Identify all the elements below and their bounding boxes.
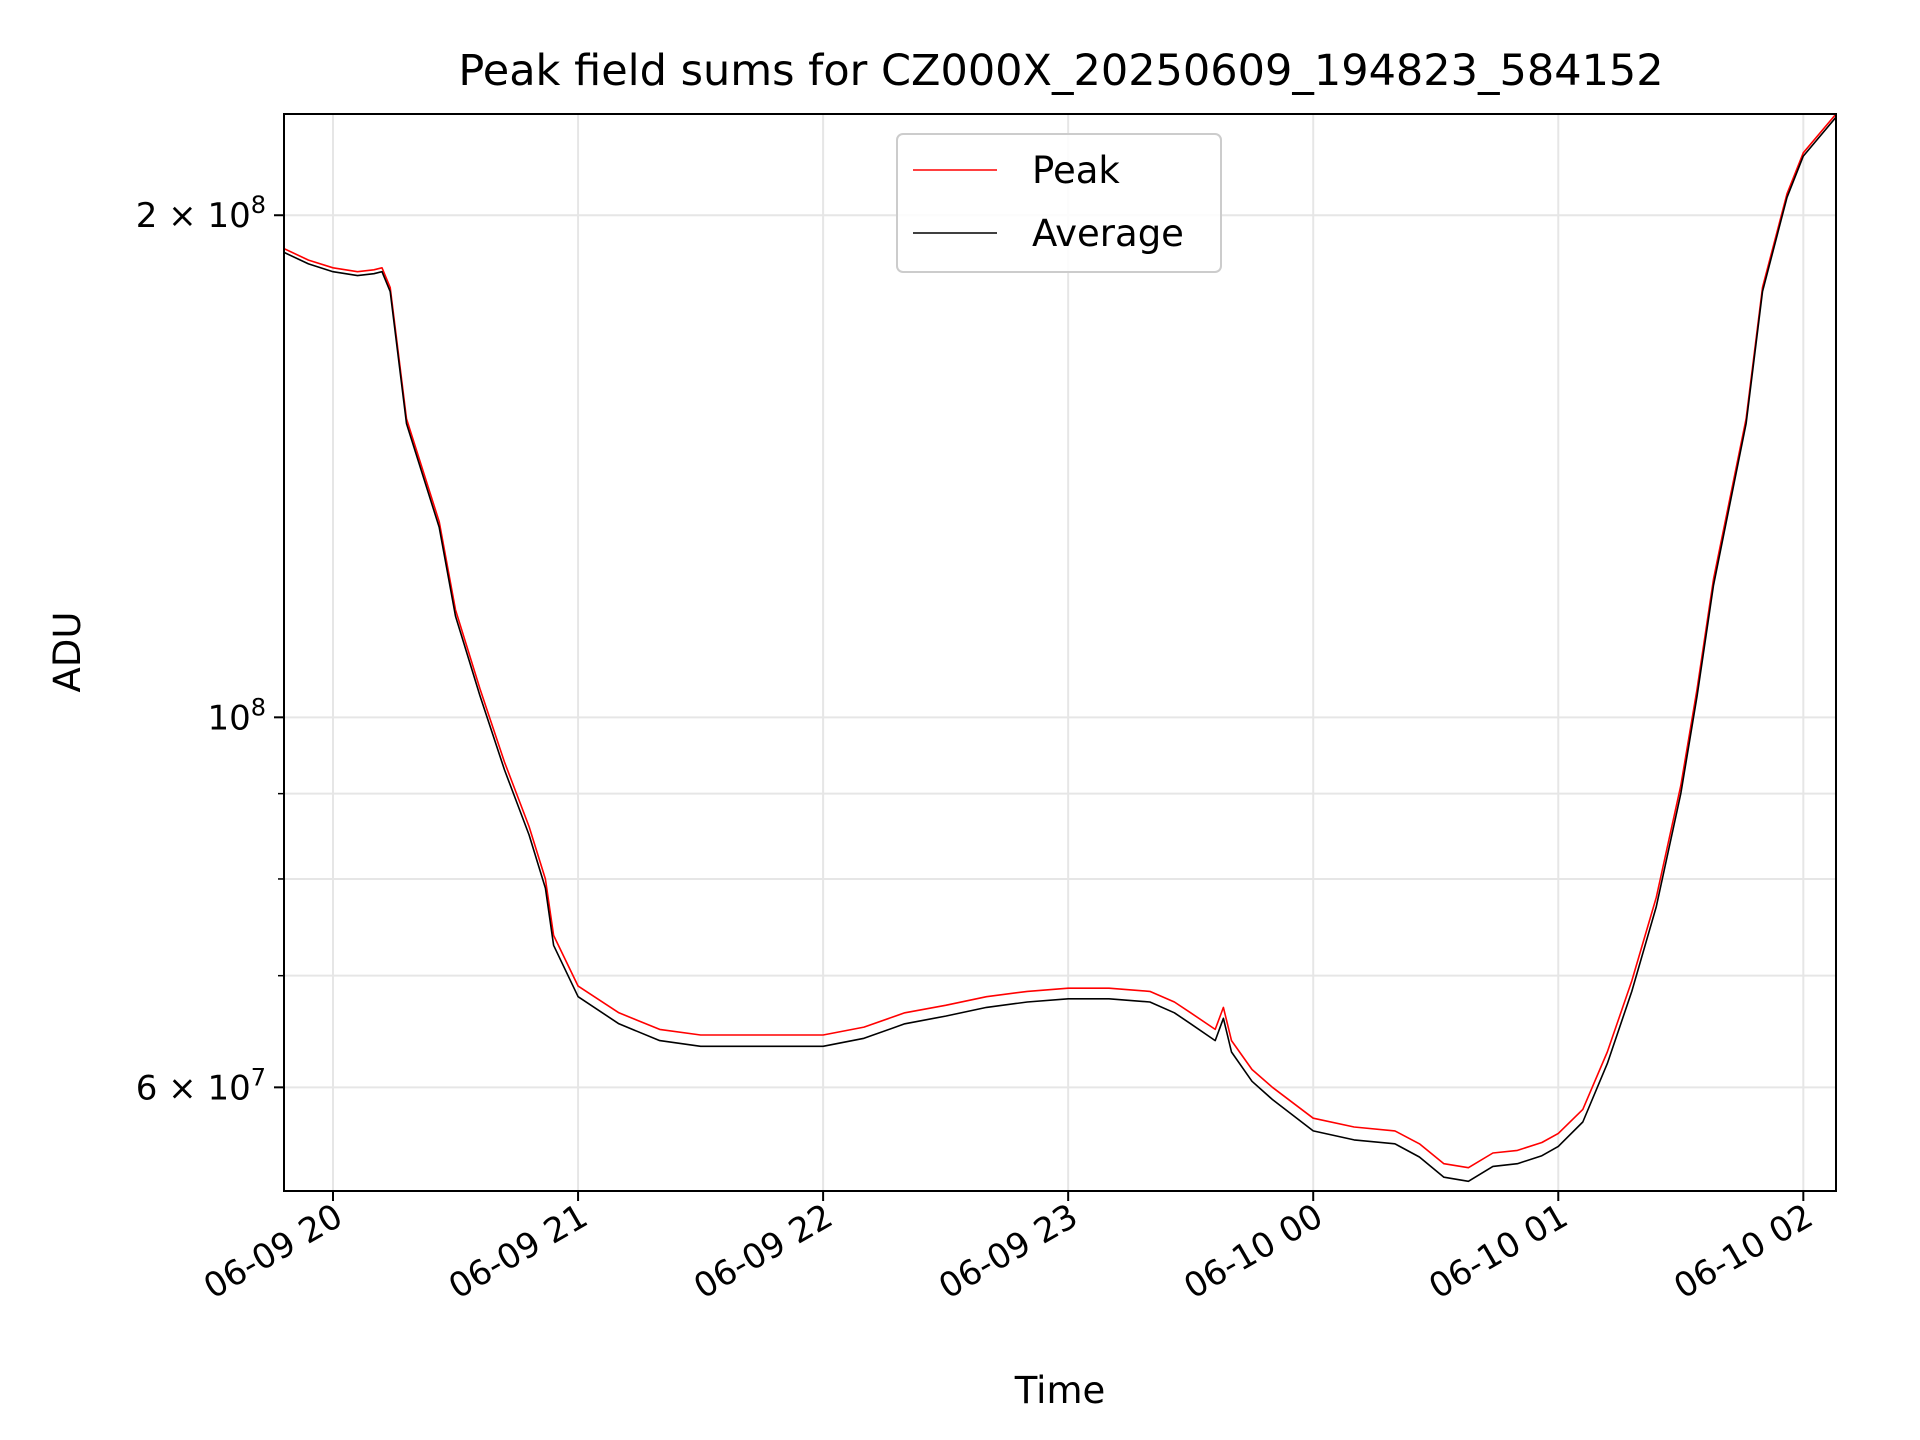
x-axis-label: Time — [1014, 1369, 1106, 1412]
y-axis-label: ADU — [46, 612, 89, 693]
x-tick-label: 06-09 21 — [442, 1196, 594, 1307]
legend-box — [896, 133, 1222, 273]
axis-ticks: 06-09 20 06-09 21 06-09 22 06-09 23 06-10 00… — [136, 191, 1820, 1307]
x-tick-label: 06-10 01 — [1422, 1196, 1574, 1307]
x-tick-label: 06-09 23 — [932, 1196, 1084, 1307]
y-tick-label: 2 × 108 — [136, 191, 266, 236]
x-tick-label: 06-10 02 — [1667, 1196, 1819, 1307]
x-tick-label: 06-09 20 — [197, 1196, 349, 1307]
y-tick-label: 6 × 107 — [136, 1063, 266, 1108]
grid — [284, 114, 1836, 1191]
y-tick-label: 108 — [207, 693, 266, 738]
x-tick-label: 06-10 00 — [1177, 1196, 1329, 1307]
series-line-peak — [284, 114, 1836, 1169]
x-tick-label: 06-09 22 — [687, 1196, 839, 1307]
plot-series — [284, 114, 1836, 1183]
legend-label-peak: Peak — [1032, 149, 1120, 192]
chart-title: Peak field sums for CZ000X_20250609_1948… — [458, 46, 1663, 96]
series-line-average — [284, 116, 1836, 1183]
legend-label-average: Average — [1032, 212, 1184, 255]
legend: Peak Average — [896, 133, 1222, 273]
plot-frame — [283, 113, 1837, 1192]
